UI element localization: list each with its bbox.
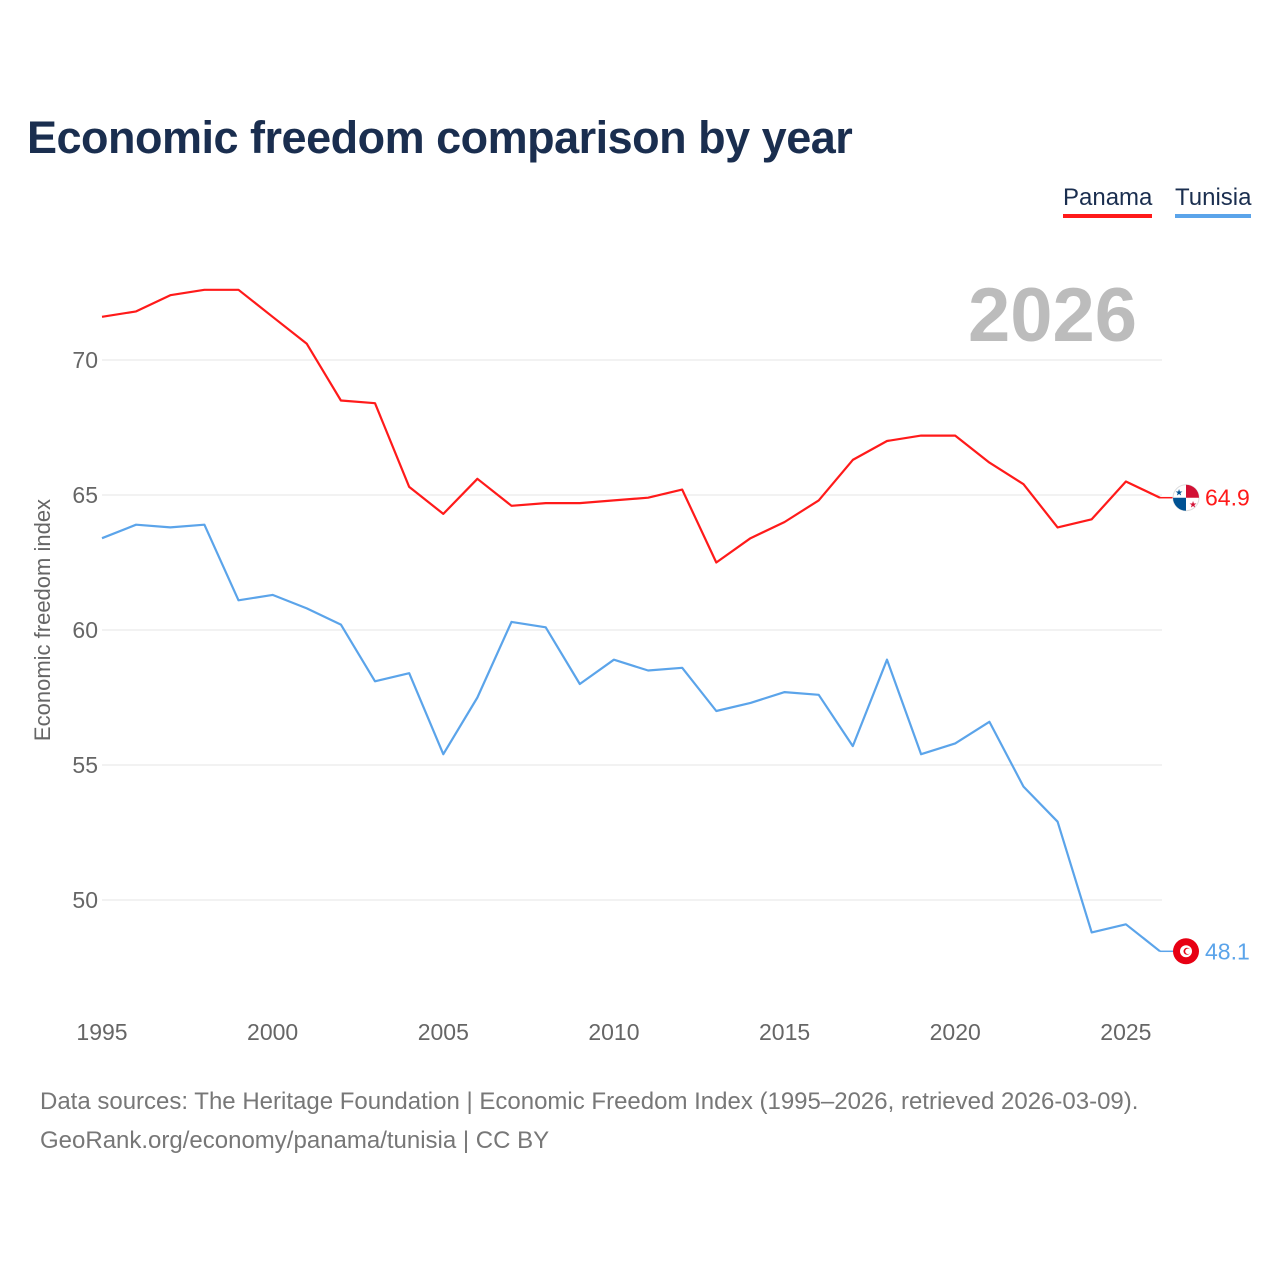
star-icon: ★	[1175, 488, 1183, 498]
x-tick-label: 2025	[1100, 1019, 1151, 1045]
data-sources: Data sources: The Heritage Foundation | …	[40, 1088, 1139, 1115]
flag-quadrant	[1186, 484, 1199, 498]
x-tick-label: 2005	[418, 1019, 469, 1045]
end-value-label-tunisia: 48.1	[1205, 938, 1250, 964]
series-line-tunisia	[101, 523, 1161, 953]
crescent-cut	[1185, 948, 1191, 955]
credit-link[interactable]: GeoRank.org/economy/panama/tunisia | CC …	[40, 1127, 550, 1154]
x-tick-label: 2010	[588, 1019, 639, 1045]
star-icon: ★	[1189, 500, 1197, 510]
legend-panama[interactable]: Panama	[1063, 184, 1153, 218]
y-tick-label: 50	[72, 887, 98, 913]
x-tick-label: 2000	[247, 1019, 298, 1045]
current-year-label: 2026	[968, 273, 1138, 358]
x-tick-label: 2020	[930, 1019, 981, 1045]
y-tick-label: 60	[72, 617, 98, 643]
y-tick-label: 55	[72, 752, 98, 778]
flag-quadrant	[1173, 497, 1186, 511]
y-tick-label: 65	[72, 482, 98, 508]
y-axis-label: Economic freedom index	[30, 498, 55, 742]
series-line-panama	[101, 288, 1161, 564]
x-tick-label: 1995	[76, 1019, 127, 1045]
legend-tunisia[interactable]: Tunisia	[1175, 184, 1252, 218]
y-tick-label: 70	[72, 347, 98, 373]
end-value-label-panama: 64.9	[1205, 485, 1250, 511]
x-tick-label: 2015	[759, 1019, 810, 1045]
chart-title: Economic freedom comparison by year	[27, 112, 853, 163]
